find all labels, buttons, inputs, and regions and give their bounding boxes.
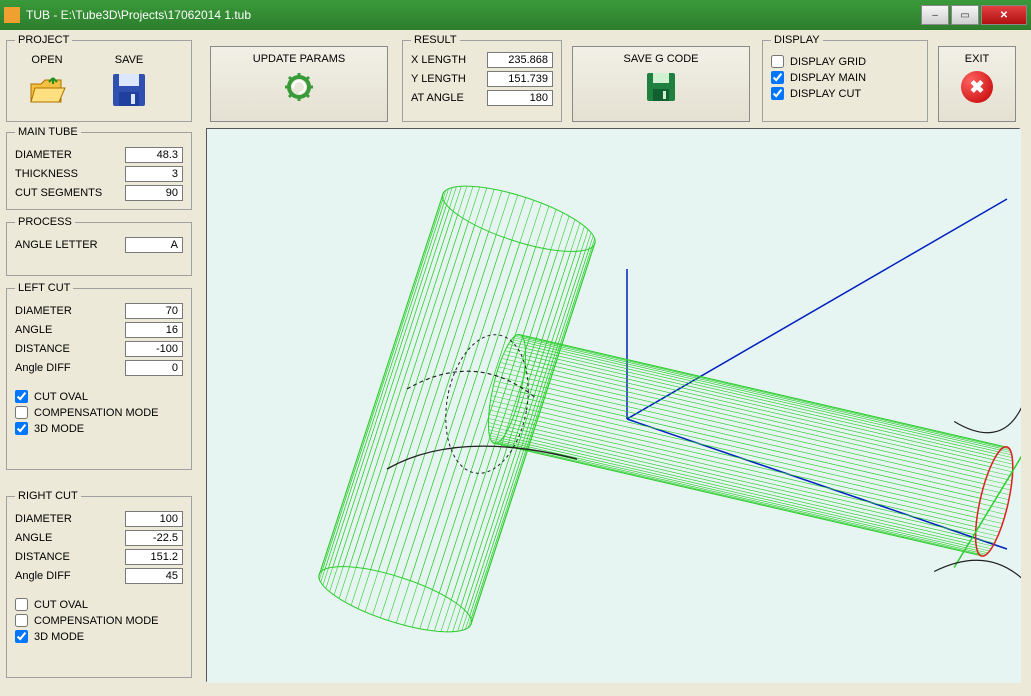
close-circle-icon: ✖ bbox=[961, 71, 993, 103]
update-params-label: UPDATE PARAMS bbox=[211, 53, 387, 65]
rc-comp-label: COMPENSATION MODE bbox=[34, 615, 158, 627]
lc-distance-input[interactable] bbox=[125, 341, 183, 357]
rc-oval-checkbox[interactable] bbox=[15, 598, 28, 611]
exit-label: EXIT bbox=[939, 53, 1015, 65]
rc-3d-label: 3D MODE bbox=[34, 631, 84, 643]
minimize-button[interactable]: – bbox=[921, 5, 949, 25]
leftcut-group: LEFT CUT DIAMETER ANGLE DISTANCE Angle D… bbox=[6, 282, 192, 470]
lc-oval-checkbox[interactable] bbox=[15, 390, 28, 403]
folder-open-icon bbox=[27, 70, 67, 110]
rc-oval-label: CUT OVAL bbox=[34, 599, 88, 611]
save-gcode-button[interactable]: SAVE G CODE bbox=[572, 46, 750, 122]
rc-angle-label: ANGLE bbox=[15, 532, 52, 544]
rc-diameter-label: DIAMETER bbox=[15, 513, 72, 525]
angle-letter-label: ANGLE LETTER bbox=[15, 239, 98, 251]
rc-3d-checkbox[interactable] bbox=[15, 630, 28, 643]
maximize-button[interactable]: ▭ bbox=[951, 5, 979, 25]
rc-distance-input[interactable] bbox=[125, 549, 183, 565]
rightcut-group: RIGHT CUT DIAMETER ANGLE DISTANCE Angle … bbox=[6, 490, 192, 678]
save-gcode-label: SAVE G CODE bbox=[573, 53, 749, 65]
lc-angle-input[interactable] bbox=[125, 322, 183, 338]
ylen-label: Y LENGTH bbox=[411, 73, 466, 85]
lc-comp-checkbox[interactable] bbox=[15, 406, 28, 419]
titlebar: TUB - E:\Tube3D\Projects\17062014 1.tub … bbox=[0, 0, 1031, 30]
exit-button[interactable]: EXIT ✖ bbox=[938, 46, 1016, 122]
floppy-save-icon bbox=[109, 70, 149, 110]
process-group: PROCESS ANGLE LETTER bbox=[6, 216, 192, 276]
maintube-group: MAIN TUBE DIAMETER THICKNESS CUT SEGMENT… bbox=[6, 126, 192, 210]
mt-diameter-label: DIAMETER bbox=[15, 149, 72, 161]
app-icon bbox=[4, 7, 20, 23]
maintube-legend: MAIN TUBE bbox=[15, 126, 81, 138]
rightcut-legend: RIGHT CUT bbox=[15, 490, 81, 502]
lc-diameter-label: DIAMETER bbox=[15, 305, 72, 317]
lc-diff-label: Angle DIFF bbox=[15, 362, 71, 374]
rc-diff-label: Angle DIFF bbox=[15, 570, 71, 582]
display-grid-label: DISPLAY GRID bbox=[790, 56, 866, 68]
lc-3d-checkbox[interactable] bbox=[15, 422, 28, 435]
result-legend: RESULT bbox=[411, 34, 460, 46]
rc-angle-input[interactable] bbox=[125, 530, 183, 546]
process-legend: PROCESS bbox=[15, 216, 75, 228]
3d-render-svg bbox=[207, 129, 1021, 683]
result-group: RESULT X LENGTH 235.868 Y LENGTH 151.739 A… bbox=[402, 34, 562, 122]
window-title: TUB - E:\Tube3D\Projects\17062014 1.tub bbox=[26, 8, 921, 22]
project-group: PROJECT OPEN SAVE bbox=[6, 34, 192, 122]
lc-diff-input[interactable] bbox=[125, 360, 183, 376]
mt-segments-label: CUT SEGMENTS bbox=[15, 187, 102, 199]
open-label: OPEN bbox=[15, 54, 79, 66]
rc-diameter-input[interactable] bbox=[125, 511, 183, 527]
window-buttons: – ▭ ✕ bbox=[921, 5, 1027, 25]
xlen-label: X LENGTH bbox=[411, 54, 466, 66]
mt-thickness-input[interactable] bbox=[125, 166, 183, 182]
rc-distance-label: DISTANCE bbox=[15, 551, 70, 563]
rc-diff-input[interactable] bbox=[125, 568, 183, 584]
leftcut-legend: LEFT CUT bbox=[15, 282, 73, 294]
mt-diameter-input[interactable] bbox=[125, 147, 183, 163]
display-cut-checkbox[interactable] bbox=[771, 87, 784, 100]
lc-comp-label: COMPENSATION MODE bbox=[34, 407, 158, 419]
mt-thickness-label: THICKNESS bbox=[15, 168, 78, 180]
project-legend: PROJECT bbox=[15, 34, 72, 46]
display-grid-checkbox[interactable] bbox=[771, 55, 784, 68]
mt-segments-input[interactable] bbox=[125, 185, 183, 201]
update-params-button[interactable]: UPDATE PARAMS bbox=[210, 46, 388, 122]
gear-refresh-icon bbox=[283, 71, 315, 103]
save-button[interactable]: SAVE bbox=[97, 54, 161, 110]
rc-comp-checkbox[interactable] bbox=[15, 614, 28, 627]
lc-angle-label: ANGLE bbox=[15, 324, 52, 336]
3d-viewport[interactable] bbox=[206, 128, 1020, 682]
display-main-label: DISPLAY MAIN bbox=[790, 72, 866, 84]
angle-letter-input[interactable] bbox=[125, 237, 183, 253]
atangle-value: 180 bbox=[487, 90, 553, 106]
atangle-label: AT ANGLE bbox=[411, 92, 464, 104]
lc-oval-label: CUT OVAL bbox=[34, 391, 88, 403]
display-main-checkbox[interactable] bbox=[771, 71, 784, 84]
lc-distance-label: DISTANCE bbox=[15, 343, 70, 355]
floppy-gcode-icon bbox=[645, 71, 677, 103]
ylen-value: 151.739 bbox=[487, 71, 553, 87]
display-cut-label: DISPLAY CUT bbox=[790, 88, 861, 100]
display-group: DISPLAY DISPLAY GRID DISPLAY MAIN DISPLA… bbox=[762, 34, 928, 122]
display-legend: DISPLAY bbox=[771, 34, 823, 46]
xlen-value: 235.868 bbox=[487, 52, 553, 68]
close-button[interactable]: ✕ bbox=[981, 5, 1027, 25]
open-button[interactable]: OPEN bbox=[15, 54, 79, 110]
lc-3d-label: 3D MODE bbox=[34, 423, 84, 435]
save-label: SAVE bbox=[97, 54, 161, 66]
lc-diameter-input[interactable] bbox=[125, 303, 183, 319]
